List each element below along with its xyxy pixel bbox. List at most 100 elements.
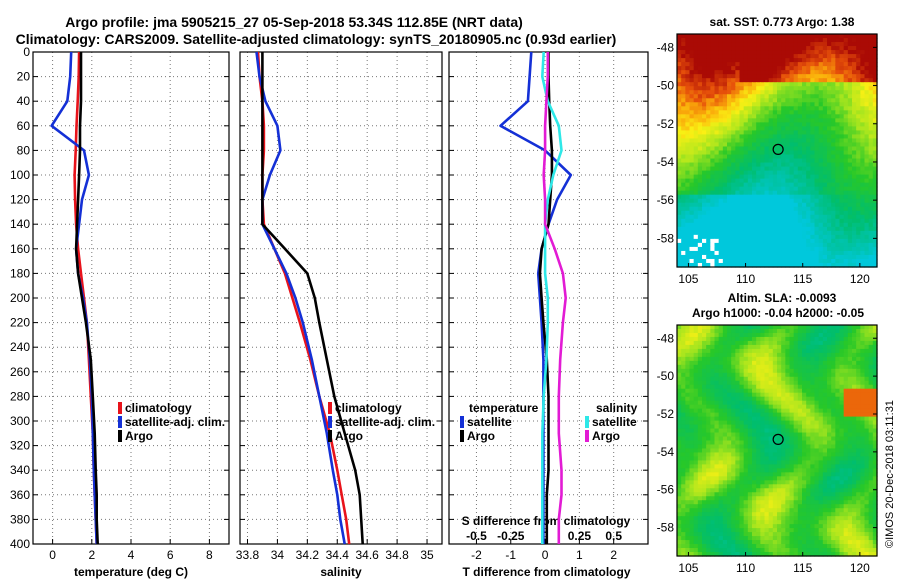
- map-cell: [777, 138, 782, 144]
- map-cell: [710, 134, 716, 140]
- map-cell: [756, 444, 761, 450]
- map-cell: [739, 182, 745, 188]
- map-cell: [735, 74, 741, 79]
- map-cell: [689, 154, 695, 160]
- map-cell: [747, 460, 753, 465]
- map-cell: [768, 476, 774, 481]
- map-cell: [847, 214, 853, 220]
- map-cell: [756, 384, 761, 390]
- map-cell: [727, 440, 732, 446]
- map-cell: [777, 202, 782, 208]
- map-cell: [864, 58, 870, 63]
- map-cell: [789, 412, 795, 418]
- map-cell: [739, 356, 745, 362]
- map-cell: [797, 34, 803, 39]
- map-cell: [706, 62, 711, 67]
- map-cell: [697, 54, 703, 59]
- legend-swatch: [118, 416, 122, 428]
- map-cell: [856, 74, 861, 79]
- map-cell: [747, 360, 753, 366]
- map-cell: [839, 174, 845, 180]
- map-cell: [697, 420, 703, 426]
- map-cell: [831, 90, 836, 95]
- map-cell: [827, 146, 832, 152]
- map-cell: [768, 202, 774, 208]
- map-cell: [860, 440, 866, 446]
- map-cell: [756, 238, 761, 244]
- map-cell: [735, 86, 741, 91]
- map-cell: [706, 384, 711, 390]
- map-cell: [731, 428, 736, 434]
- map-cell: [856, 428, 861, 434]
- map-cell: [864, 412, 870, 418]
- map-cell: [864, 210, 870, 216]
- map-cell: [735, 258, 741, 264]
- map-cell: [697, 74, 703, 79]
- map-cell: [856, 380, 861, 386]
- map-cell: [743, 182, 749, 188]
- map-cell: [827, 452, 832, 458]
- map-cell: [722, 432, 728, 438]
- map-cell: [714, 380, 720, 386]
- map-cell: [785, 138, 791, 144]
- map-cell: [806, 372, 811, 378]
- map-cell: [731, 130, 736, 136]
- map-cell: [731, 468, 736, 473]
- map-cell: [781, 258, 786, 264]
- x-tick-label: 34.4: [326, 548, 350, 562]
- map-cell: [718, 218, 724, 224]
- map-cell: [747, 472, 753, 477]
- map-cell: [722, 464, 728, 469]
- map-cell: [872, 174, 878, 180]
- map-cell: [752, 38, 757, 43]
- map-cell: [793, 198, 799, 204]
- map-cell: [693, 408, 699, 414]
- map-cell: [802, 336, 807, 342]
- map-cell: [789, 258, 795, 264]
- map-cell: [860, 226, 866, 232]
- map-cell: [839, 202, 845, 208]
- map-cell: [677, 468, 682, 473]
- map-cell: [681, 110, 686, 115]
- map-cell: [735, 58, 741, 63]
- map-cell: [831, 246, 836, 252]
- map-cell: [806, 134, 811, 140]
- map-cell: [818, 42, 824, 47]
- map-cell: [714, 138, 720, 144]
- map-cell: [752, 344, 757, 350]
- map-cell: [727, 392, 732, 398]
- map-cell: [831, 46, 836, 51]
- map-cell: [860, 340, 866, 346]
- map-cell: [743, 190, 749, 196]
- map-cell: [868, 325, 874, 330]
- map-cell: [714, 150, 720, 156]
- map-cell: [797, 142, 803, 148]
- map-cell: [802, 436, 807, 442]
- map-cell: [702, 332, 707, 338]
- map-cell: [814, 258, 820, 264]
- map-cell: [714, 444, 720, 450]
- map-cell: [693, 222, 699, 228]
- map-cell: [797, 50, 803, 55]
- map-cell: [756, 440, 761, 446]
- map-cell: [714, 254, 720, 260]
- map-cell: [706, 70, 711, 75]
- map-cell: [843, 428, 849, 434]
- map-cell: [739, 198, 745, 204]
- map-cell: [739, 424, 745, 430]
- map-cell: [735, 106, 741, 111]
- map-cell: [735, 142, 741, 148]
- map-cell: [814, 372, 820, 378]
- map-cell: [852, 432, 857, 438]
- map-cell: [852, 146, 857, 152]
- map-cell: [856, 218, 861, 224]
- map-cell: [764, 138, 770, 144]
- map-cell: [827, 384, 832, 390]
- map-cell: [735, 186, 741, 192]
- map-cell: [764, 182, 770, 188]
- map-cell: [827, 66, 832, 71]
- map-cell: [843, 384, 849, 390]
- map-cell: [856, 364, 861, 370]
- map-cell: [827, 432, 832, 438]
- map-cell: [718, 110, 724, 115]
